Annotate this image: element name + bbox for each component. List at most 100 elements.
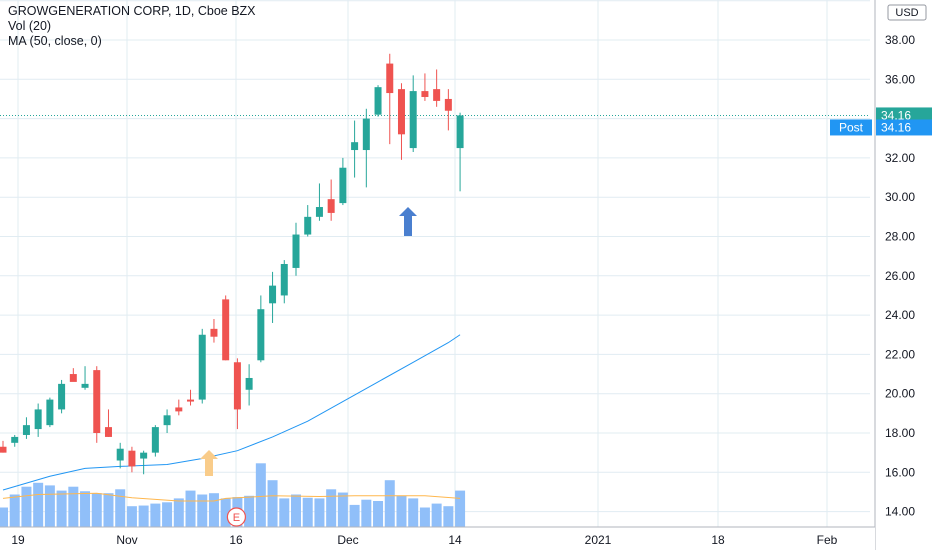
symbol-title[interactable]: GROWGENERATION CORP, 1D, Cboe BZX (8, 4, 256, 18)
volume-bar (443, 506, 454, 527)
volume-bar (138, 505, 149, 527)
volume-bar (56, 490, 67, 527)
time-tick-label: Feb (817, 533, 838, 547)
candle-body (0, 446, 7, 453)
volume-indicator-label[interactable]: Vol (20) (8, 19, 52, 33)
candle-body (93, 370, 101, 433)
candles (0, 53, 464, 475)
candle (304, 205, 312, 237)
time-tick-label: 2021 (585, 533, 612, 547)
post-price-label: 34.16 (881, 120, 911, 134)
earnings-circle[interactable] (226, 507, 246, 527)
time-tick-label: 16 (229, 533, 243, 547)
price-tick-label: 38.00 (885, 33, 915, 47)
price-axis[interactable]: 38.0036.0034.0032.0030.0028.0026.0024.00… (830, 0, 932, 550)
candle-body (292, 234, 300, 268)
price-tick-label: 36.00 (885, 72, 915, 86)
candle (175, 399, 183, 416)
candle-body (233, 362, 241, 410)
candle (93, 366, 101, 443)
candle (116, 442, 124, 469)
candle-body (175, 407, 183, 412)
price-tick-label: 20.00 (885, 387, 915, 401)
candle (257, 295, 265, 363)
volume-bar (314, 498, 325, 527)
volume-bar (68, 486, 79, 527)
candle-body (46, 399, 54, 426)
candle (397, 83, 405, 160)
volume-bar (396, 495, 407, 527)
candle-body (58, 383, 66, 410)
candle (210, 319, 218, 343)
candle-body (104, 427, 112, 437)
currency-label: USD (895, 7, 918, 19)
arrow-up-blue-icon (399, 207, 417, 236)
candle (233, 358, 241, 430)
price-tick-label: 16.00 (885, 465, 915, 479)
annotations (200, 207, 417, 476)
volume-bar (326, 489, 337, 527)
candle (81, 366, 89, 390)
currency-box (887, 4, 927, 21)
earnings-label: E (233, 512, 240, 524)
price-tick-label: 28.00 (885, 230, 915, 244)
ma50-line (2, 334, 461, 491)
candle-body (140, 452, 148, 459)
candle-body (222, 299, 230, 361)
time-tick-label: 18 (711, 533, 725, 547)
volume-bar (162, 502, 173, 527)
candle-body (351, 142, 359, 151)
candle (433, 69, 441, 107)
candle (421, 73, 429, 101)
price-tick-label: 14.00 (885, 505, 915, 519)
post-badge (830, 119, 872, 136)
candle-body (444, 98, 452, 111)
volume-bar (291, 494, 301, 527)
candle (187, 389, 195, 406)
candle-body (245, 377, 253, 390)
candle (374, 85, 382, 117)
time-tick-label: Dec (337, 533, 358, 547)
candle (292, 222, 300, 276)
price-tick-label: 18.00 (885, 426, 915, 440)
volume-bar (91, 493, 102, 527)
volume-bar (220, 498, 231, 527)
candle (386, 53, 394, 145)
volume-bar (244, 495, 255, 527)
candle (69, 368, 77, 382)
price-axis-bg (875, 0, 932, 550)
candle (315, 183, 323, 221)
volume-bar (267, 480, 278, 527)
volume-bar (255, 463, 266, 527)
candle-body (163, 415, 171, 426)
volume-bar (384, 480, 395, 527)
volume-bar (33, 482, 44, 527)
candle-body (210, 328, 218, 337)
post-price-tag (876, 119, 932, 136)
arrow-up-orange-icon (200, 450, 218, 476)
volume-bar (103, 493, 114, 527)
candle-body (315, 207, 323, 217)
volume-bar (126, 506, 137, 527)
candle (151, 425, 159, 457)
candle (327, 179, 335, 221)
candle-body (421, 91, 429, 97)
volume-bar (302, 497, 313, 527)
volume-bar (115, 489, 126, 527)
candle-body (116, 448, 124, 461)
candle (222, 295, 230, 361)
candle (245, 364, 253, 406)
candle-body (304, 216, 312, 235)
candle (58, 379, 66, 414)
candle (11, 434, 19, 447)
price-tick-label: 26.00 (885, 269, 915, 283)
candle-body (327, 199, 335, 213)
candle-body (81, 383, 89, 388)
price-tick-label: 30.00 (885, 190, 915, 204)
earnings-marker[interactable]: E (226, 507, 246, 527)
candle (269, 271, 277, 323)
ma-indicator-label[interactable]: MA (50, close, 0) (8, 34, 102, 48)
time-axis[interactable]: 19 Nov 16 Dec 14 2021 18 Feb (0, 526, 875, 550)
